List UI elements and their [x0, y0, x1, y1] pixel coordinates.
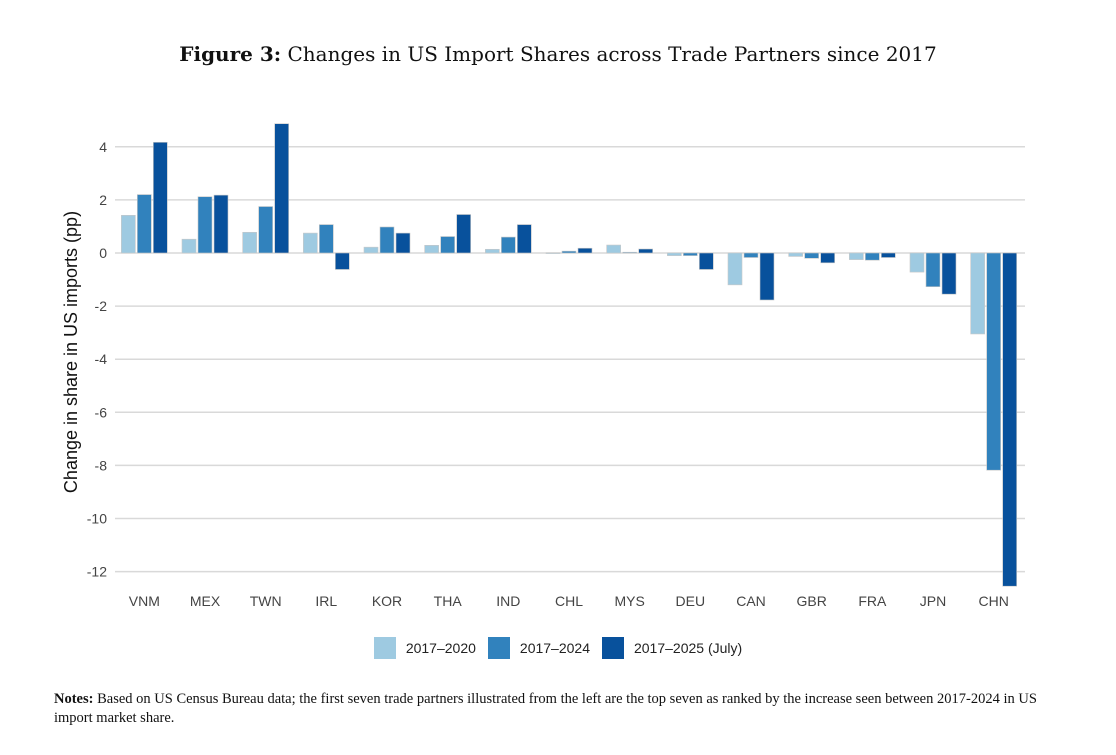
bar-fra-series-2: [865, 252, 880, 261]
figure-label: Figure 3:: [179, 42, 282, 66]
bar-twn-series-3: [274, 123, 289, 254]
bar-mys-series-3: [638, 248, 653, 254]
bar-deu-series-2: [683, 252, 698, 256]
bar-kor-series-3: [395, 232, 411, 254]
bar-chn-series-2: [986, 252, 1001, 471]
x-tick-label: IRL: [315, 593, 337, 609]
bar-fra-series-3: [881, 252, 896, 258]
y-tick-label: 2: [99, 192, 107, 208]
bar-ind-series-1: [485, 248, 500, 254]
chart-title: Figure 3: Changes in US Import Shares ac…: [0, 42, 1116, 66]
bar-mys-series-1: [606, 244, 621, 254]
bar-mex-series-2: [197, 196, 213, 254]
x-tick-label: CAN: [736, 593, 766, 609]
y-tick-label: -2: [95, 298, 108, 314]
legend-item: 2017–2025 (July): [601, 637, 743, 659]
x-tick-label: CHL: [555, 593, 583, 609]
y-tick-label: -6: [95, 404, 108, 420]
figure-notes: Notes: Based on US Census Bureau data; t…: [54, 690, 1044, 728]
bar-gbr-series-1: [788, 252, 803, 257]
y-axis-label: Change in share in US imports (pp): [61, 211, 81, 493]
bar-kor-series-2: [379, 226, 395, 254]
y-tick-label: -10: [87, 511, 107, 527]
bar-chart: 4 2 0 -2 -4 -6 -8 -10 -12 VNM MEX TWN IRL KOR THA IND C…: [61, 123, 1025, 609]
bar-twn-series-1: [242, 231, 257, 254]
bar-twn-series-2: [258, 206, 273, 254]
legend-item: 2017–2024: [487, 637, 590, 659]
x-tick-label: GBR: [796, 593, 826, 609]
x-tick-label: KOR: [372, 593, 402, 609]
bar-vnm-series-2: [137, 194, 152, 254]
bar-mex-series-1: [181, 238, 197, 254]
x-tick-label: VNM: [129, 593, 160, 609]
bar-chn-series-3: [1002, 252, 1017, 587]
bar-vnm-series-3: [153, 141, 168, 254]
bar-jpn-series-2: [925, 252, 941, 288]
bar-irl-series-1: [303, 232, 318, 254]
bar-can-series-3: [759, 252, 775, 301]
legend-swatch: [487, 637, 510, 659]
bar-chl-series-3: [577, 247, 593, 254]
x-tick-label: CHN: [978, 593, 1008, 609]
x-tick-label: IND: [496, 593, 520, 609]
bar-irl-series-2: [319, 224, 334, 254]
bar-can-series-1: [727, 252, 743, 286]
bar-deu-series-1: [667, 252, 682, 256]
bar-chl-series-2: [561, 250, 577, 254]
bar-vnm-series-1: [121, 214, 136, 254]
notes-label: Notes:: [54, 691, 94, 707]
y-axis-ticks: 4 2 0 -2 -4 -6 -8 -10 -12: [87, 139, 107, 580]
legend-swatch: [373, 637, 396, 659]
bar-chn-series-1: [970, 252, 985, 335]
bar-tha-series-3: [456, 214, 471, 254]
x-tick-label: DEU: [676, 593, 706, 609]
x-tick-label: FRA: [858, 593, 887, 609]
legend-swatch: [601, 637, 624, 659]
y-tick-label: 0: [99, 245, 107, 261]
bar-mys-series-2: [622, 251, 637, 254]
y-tick-label: 4: [99, 139, 107, 155]
x-axis-ticks: VNM MEX TWN IRL KOR THA IND CHL MYS DEU CAN GBR FRA J…: [129, 593, 1009, 609]
bar-chl-series-1: [545, 252, 561, 254]
bar-tha-series-2: [440, 236, 455, 254]
x-tick-label: THA: [434, 593, 463, 609]
bar-fra-series-1: [849, 252, 864, 260]
bar-mex-series-3: [213, 194, 229, 254]
figure-title-text: Changes in US Import Shares across Trade…: [287, 42, 937, 66]
bar-kor-series-1: [363, 246, 379, 254]
gridlines: [115, 146, 1025, 573]
notes-text: Based on US Census Bureau data; the firs…: [54, 691, 1037, 726]
bar-jpn-series-3: [941, 252, 957, 295]
x-tick-label: MYS: [614, 593, 644, 609]
bar-gbr-series-3: [820, 252, 835, 264]
bar-ind-series-2: [501, 236, 516, 254]
x-tick-label: TWN: [250, 593, 282, 609]
legend: 2017–2020 2017–2024 2017–2025 (July): [0, 637, 1116, 659]
bar-jpn-series-1: [909, 252, 925, 273]
bar-irl-series-3: [335, 252, 350, 270]
bar-gbr-series-2: [804, 252, 819, 259]
legend-item: 2017–2020: [373, 637, 476, 659]
bars: [121, 123, 1017, 587]
bar-ind-series-3: [517, 224, 532, 254]
bar-tha-series-1: [424, 245, 439, 254]
legend-label: 2017–2020: [405, 640, 476, 656]
x-tick-label: MEX: [190, 593, 221, 609]
y-tick-label: -12: [87, 564, 107, 580]
legend-label: 2017–2024: [519, 640, 590, 656]
legend-label: 2017–2025 (July): [633, 640, 743, 656]
y-tick-label: -8: [95, 457, 108, 473]
bar-can-series-2: [743, 252, 759, 258]
x-tick-label: JPN: [920, 593, 946, 609]
bar-deu-series-3: [699, 252, 714, 270]
y-tick-label: -4: [95, 351, 108, 367]
